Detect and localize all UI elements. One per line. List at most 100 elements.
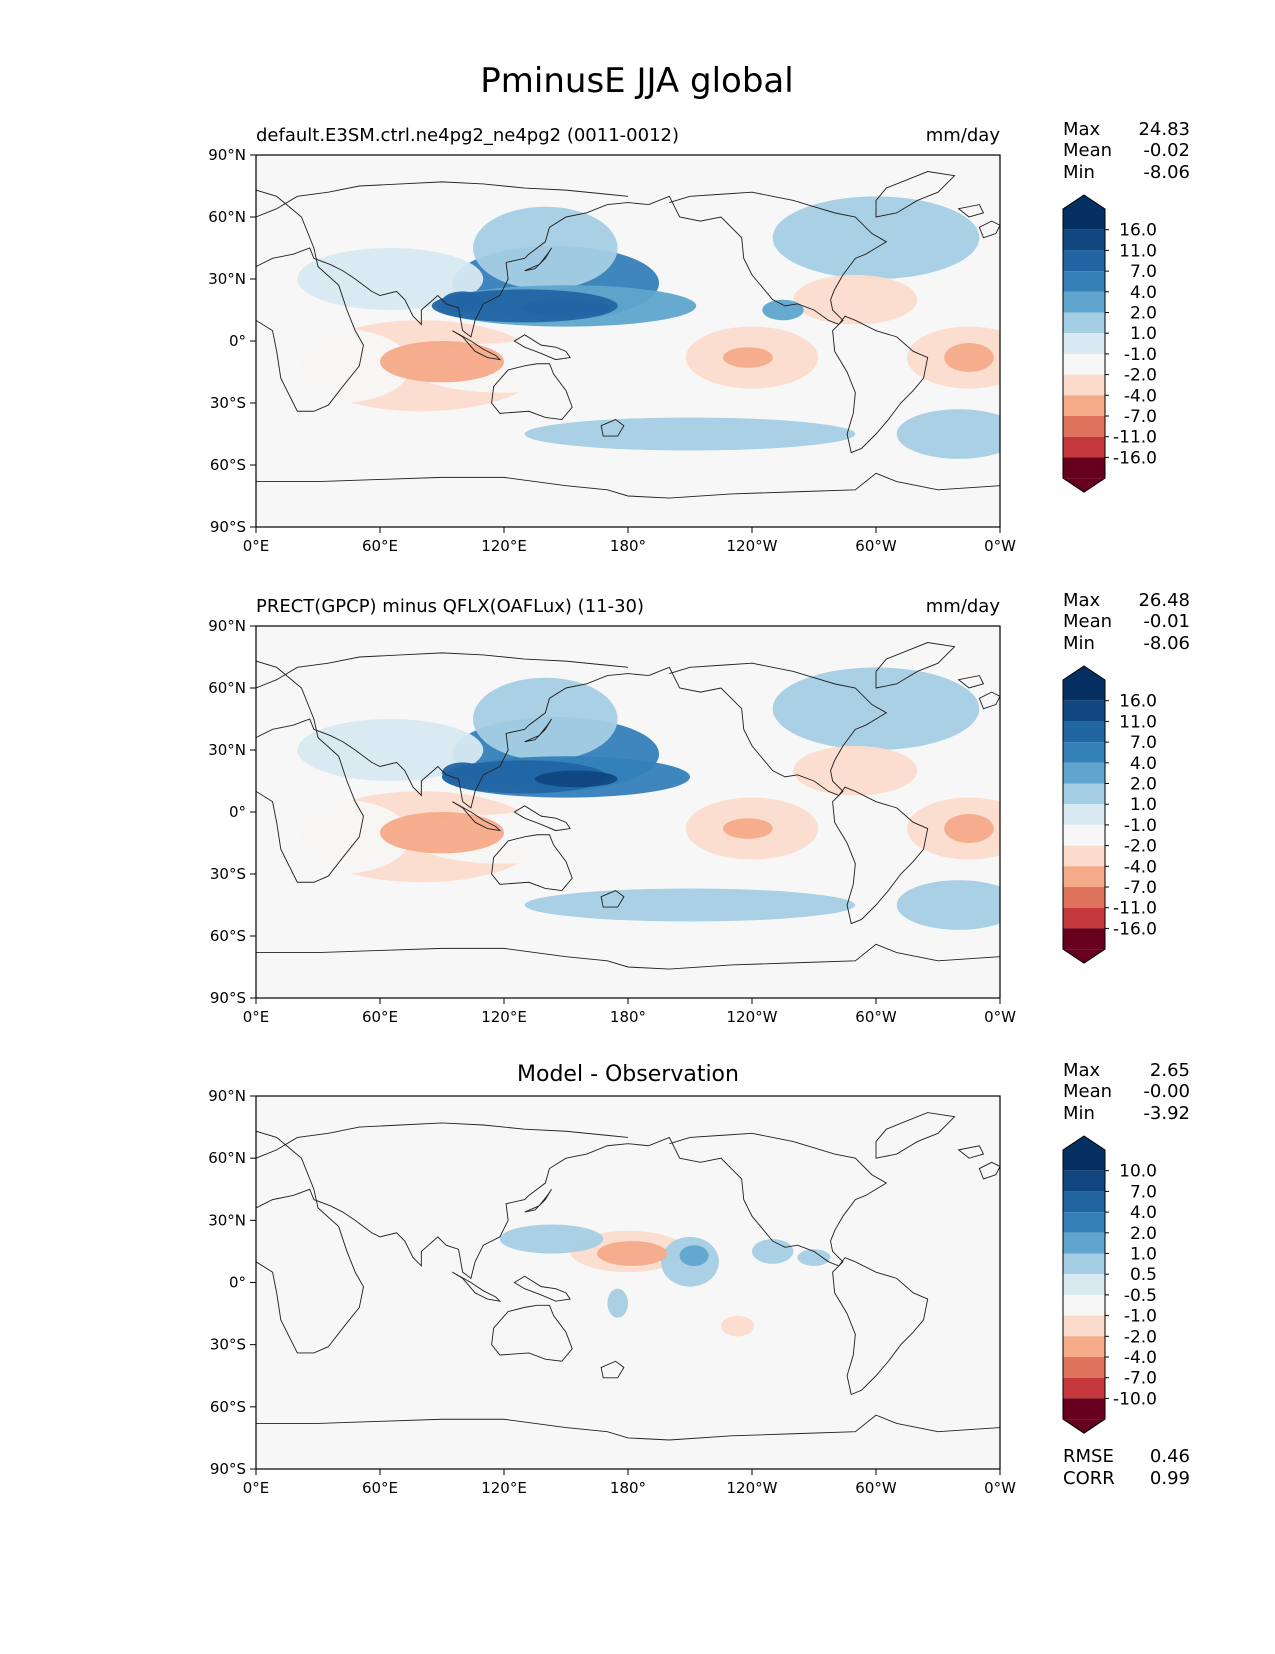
colorbar-bin: [1063, 928, 1105, 950]
y-tick-label: 30°N: [208, 270, 246, 288]
stat-label-min: Min: [1063, 162, 1095, 183]
x-tick-label: 0°W: [984, 1479, 1016, 1497]
colorbar-bin: [1063, 374, 1105, 396]
colorbar-bin: [1063, 436, 1105, 458]
y-tick-label: 60°S: [210, 927, 246, 945]
contour-blob: [793, 745, 918, 796]
colorbar-bin: [1063, 804, 1105, 825]
contour-blob: [442, 291, 484, 313]
metrics-box: RMSE 0.46 CORR 0.99: [1063, 1446, 1190, 1489]
y-tick-label: 0°: [229, 1274, 246, 1292]
x-tick-label: 60°W: [855, 1008, 897, 1026]
colorbar-bin: [1063, 845, 1105, 867]
colorbar-label: -4.0: [1124, 386, 1157, 406]
stat-value-mean: -0.00: [1143, 1081, 1190, 1102]
colorbar-label: 10.0: [1119, 1162, 1157, 1182]
panel-observation: PRECT(GPCP) minus QFLX(OAFLux) (11-30) m…: [208, 590, 1190, 1026]
stat-label-mean: Mean: [1063, 1081, 1112, 1102]
y-tick-label: 60°N: [208, 1149, 246, 1167]
stat-label-max: Max: [1063, 1060, 1101, 1081]
stat-value-max: 24.83: [1138, 119, 1190, 140]
colorbar-extend-bottom: [1063, 1419, 1105, 1434]
colorbar-label: -1.0: [1124, 1307, 1157, 1327]
x-tick-label: 0°E: [243, 1008, 270, 1026]
contour-field: [266, 667, 1000, 930]
x-tick-label: 120°W: [727, 1479, 778, 1497]
contour-blob: [721, 1315, 754, 1337]
contour-blob: [520, 299, 612, 317]
colorbar-label: -7.0: [1124, 878, 1157, 898]
contour-blob: [524, 888, 856, 922]
y-tick-label: 90°S: [210, 1460, 246, 1478]
x-tick-label: 0°E: [243, 1479, 270, 1497]
contour-blob: [473, 677, 618, 761]
colorbar-bin: [1063, 1377, 1105, 1399]
contour-blob: [442, 762, 484, 783]
contour-blob: [793, 274, 918, 325]
colorbar-label: -7.0: [1124, 407, 1157, 427]
contour-blob: [607, 1288, 628, 1318]
colorbar-bin: [1063, 742, 1105, 763]
x-tick-label: 120°E: [481, 1008, 527, 1026]
contour-blob: [762, 299, 804, 321]
colorbar-label: -2.0: [1124, 366, 1157, 386]
contour-blob: [597, 1241, 668, 1266]
contour-blob: [473, 206, 618, 290]
stat-label-mean: Mean: [1063, 140, 1112, 161]
colorbar-bin: [1063, 783, 1105, 805]
colorbar-bin: [1063, 291, 1105, 313]
colorbar-bin: [1063, 721, 1105, 743]
colorbar-label: 11.0: [1119, 241, 1157, 261]
contour-blob: [944, 814, 994, 843]
colorbar-label: -1.0: [1124, 816, 1157, 836]
colorbar-bin: [1063, 229, 1105, 251]
contour-blob: [297, 719, 484, 781]
colorbar-extend-bottom: [1063, 478, 1105, 493]
colorbar-outline: [1062, 1135, 1106, 1434]
colorbar-bin: [1063, 395, 1105, 416]
colorbar-bin: [1063, 1232, 1105, 1254]
map-background: [256, 1096, 1000, 1469]
colorbar-bin: [1063, 333, 1105, 354]
colorbar-outline: [1062, 194, 1106, 493]
contour-blob: [524, 417, 856, 451]
colorbar-label: 7.0: [1130, 1182, 1157, 1202]
colorbar-label: 1.0: [1130, 795, 1157, 815]
colorbar-label: -11.0: [1113, 899, 1157, 919]
metric-label-corr: CORR: [1063, 1468, 1115, 1489]
contour-blob: [896, 880, 1000, 930]
contour-blob: [462, 338, 670, 377]
colorbar-outline: [1062, 665, 1106, 964]
colorbar-bin: [1063, 312, 1105, 334]
panel-title-left: default.E3SM.ctrl.ne4pg2_ne4pg2 (0011-00…: [256, 125, 679, 146]
stat-value-max: 26.48: [1138, 590, 1190, 611]
colorbar-bin: [1063, 1150, 1105, 1171]
colorbar-label: 16.0: [1119, 692, 1157, 712]
y-tick-label: 90°S: [210, 518, 246, 536]
colorbar-label: -11.0: [1113, 428, 1157, 448]
x-tick-label: 120°W: [727, 537, 778, 555]
contour-blob: [349, 1251, 370, 1264]
metric-value-rmse: 0.46: [1150, 1446, 1190, 1467]
contour-blob: [679, 1245, 709, 1266]
colorbar-bin: [1063, 457, 1105, 479]
y-tick-label: 30°S: [210, 1336, 246, 1354]
colorbar-bin: [1063, 907, 1105, 929]
x-tick-label: 60°W: [855, 537, 897, 555]
y-tick-label: 90°N: [208, 617, 246, 635]
metric-value-corr: 0.99: [1150, 1468, 1190, 1489]
colorbar-bin: [1063, 680, 1105, 701]
stats-box: Max 24.83 Mean -0.02 Min -8.06: [1063, 119, 1190, 183]
stat-value-mean: -0.02: [1143, 140, 1190, 161]
y-tick-label: 30°N: [208, 741, 246, 759]
colorbar-bin: [1063, 866, 1105, 887]
colorbar-label: -4.0: [1124, 1348, 1157, 1368]
colorbar-label: -4.0: [1124, 857, 1157, 877]
colorbar: 16.011.07.04.02.01.0-1.0-2.0-4.0-7.0-11.…: [1062, 194, 1157, 493]
colorbar-bin: [1063, 1294, 1105, 1316]
colorbar: 16.011.07.04.02.01.0-1.0-2.0-4.0-7.0-11.…: [1062, 665, 1157, 964]
colorbar-label: 4.0: [1130, 1203, 1157, 1223]
contour-blob: [772, 196, 980, 279]
contour-blob: [723, 347, 773, 368]
colorbar-label: 2.0: [1130, 775, 1157, 795]
